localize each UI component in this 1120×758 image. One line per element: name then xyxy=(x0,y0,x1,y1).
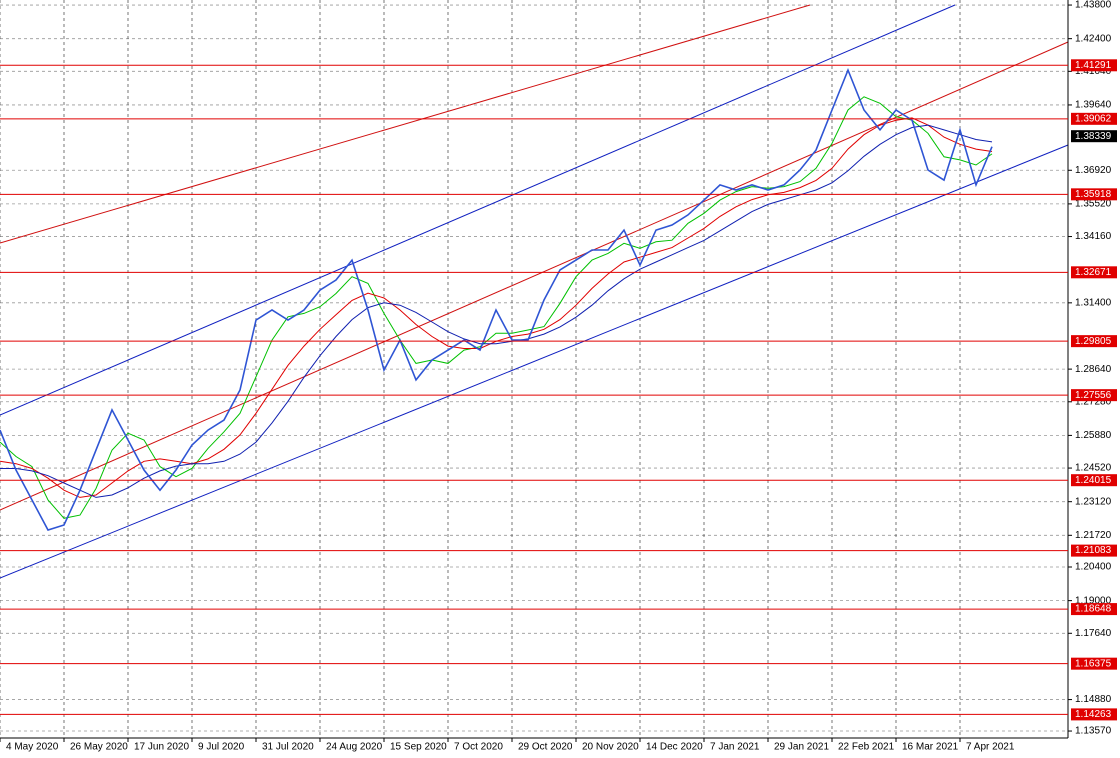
x-tick-label: 20 Nov 2020 xyxy=(582,742,639,753)
y-tick-label: 1.19000 xyxy=(1075,595,1112,606)
series-line xyxy=(0,124,993,498)
level-label-box xyxy=(1071,188,1117,201)
current-price-box xyxy=(1071,130,1117,143)
level-label-box xyxy=(1071,657,1117,670)
x-tick-label: 14 Dec 2020 xyxy=(646,742,703,753)
channels xyxy=(0,4,1069,579)
y-tick-label: 1.24520 xyxy=(1075,463,1112,474)
x-tick-label: 7 Jan 2021 xyxy=(710,742,760,753)
x-tick-label: 22 Feb 2021 xyxy=(838,742,895,753)
x-tick-label: 17 Jun 2020 xyxy=(134,742,189,753)
level-label-box xyxy=(1071,544,1117,557)
grid xyxy=(0,0,1068,738)
level-label-box xyxy=(1071,474,1117,487)
y-tick-label: 1.25880 xyxy=(1075,430,1112,441)
y-tick-label: 1.27280 xyxy=(1075,396,1112,407)
level-label-box xyxy=(1071,266,1117,279)
level-label-box xyxy=(1071,335,1117,348)
y-tick-label: 1.36920 xyxy=(1075,165,1112,176)
x-tick-label: 4 May 2020 xyxy=(6,742,59,753)
channel-line xyxy=(0,41,1069,511)
x-tick-label: 9 Jul 2020 xyxy=(198,742,245,753)
y-tick-label: 1.23120 xyxy=(1075,496,1112,507)
y-tick-label: 1.17640 xyxy=(1075,628,1112,639)
level-label: 1.35918 xyxy=(1075,189,1112,200)
y-tick-label: 1.28640 xyxy=(1075,364,1112,375)
x-tick-label: 15 Sep 2020 xyxy=(390,742,447,753)
series-line xyxy=(0,96,993,519)
level-label: 1.27556 xyxy=(1075,390,1112,401)
level-label-box xyxy=(1071,603,1117,616)
level-label: 1.16375 xyxy=(1075,658,1112,669)
x-tick-label: 16 Mar 2021 xyxy=(902,742,959,753)
x-tick-label: 26 May 2020 xyxy=(70,742,128,753)
y-tick-label: 1.31400 xyxy=(1075,297,1112,308)
x-tick-label: 7 Oct 2020 xyxy=(454,742,503,753)
y-tick-label: 1.21720 xyxy=(1075,530,1112,541)
y-tick-label: 1.39640 xyxy=(1075,100,1112,111)
level-label: 1.21083 xyxy=(1075,545,1112,556)
level-label: 1.14263 xyxy=(1075,709,1112,720)
y-tick-label: 1.35520 xyxy=(1075,199,1112,210)
y-tick-label: 1.43800 xyxy=(1075,0,1112,11)
level-label: 1.24015 xyxy=(1075,475,1112,486)
level-label-box xyxy=(1071,389,1117,402)
x-tick-label: 7 Apr 2021 xyxy=(966,742,1015,753)
level-label: 1.29805 xyxy=(1075,336,1112,347)
level-label: 1.32671 xyxy=(1075,267,1112,278)
level-label: 1.39062 xyxy=(1075,113,1112,124)
current-price-label: 1.38339 xyxy=(1075,131,1112,142)
level-label: 1.41291 xyxy=(1075,60,1112,71)
channel-line xyxy=(0,4,811,244)
x-tick-label: 24 Aug 2020 xyxy=(326,742,383,753)
y-tick-label: 1.13570 xyxy=(1075,726,1112,737)
x-tick-label: 29 Oct 2020 xyxy=(518,742,573,753)
channel-line xyxy=(0,144,1069,579)
y-tick-label: 1.42400 xyxy=(1075,33,1112,44)
level-label-box xyxy=(1071,708,1117,721)
y-tick-label: 1.34160 xyxy=(1075,231,1112,242)
level-label: 1.18648 xyxy=(1075,604,1112,615)
level-label-box xyxy=(1071,112,1117,125)
y-tick-label: 1.14880 xyxy=(1075,694,1112,705)
y-tick-label: 1.41040 xyxy=(1075,66,1112,77)
y-tick-label: 1.20400 xyxy=(1075,562,1112,573)
level-label-box xyxy=(1071,59,1117,72)
x-tick-label: 29 Jan 2021 xyxy=(774,742,829,753)
series-line xyxy=(0,67,993,531)
channel-line xyxy=(0,4,956,416)
x-tick-label: 31 Jul 2020 xyxy=(262,742,314,753)
